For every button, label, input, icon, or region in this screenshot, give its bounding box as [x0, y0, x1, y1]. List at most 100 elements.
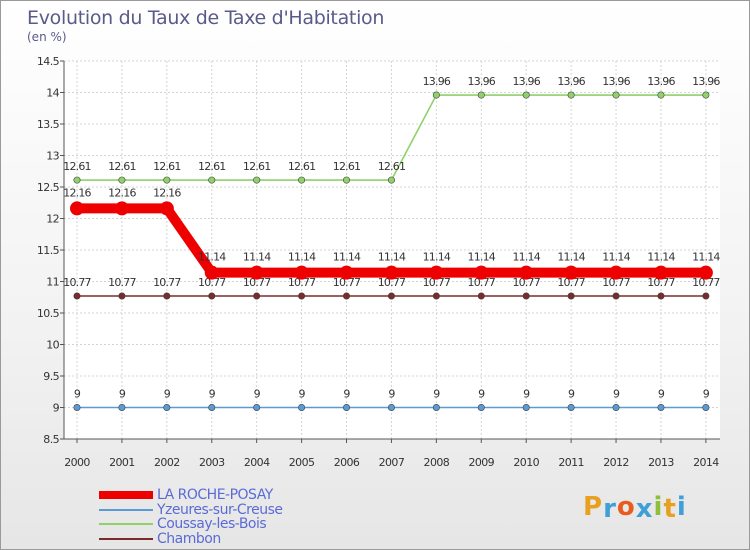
logo-letter: o — [616, 492, 636, 522]
data-point-coussay-les-bois — [163, 176, 171, 184]
data-label-coussay-les-bois: 12.61 — [378, 160, 406, 173]
data-label-chambon: 10.77 — [692, 276, 720, 289]
data-label-la-roche-posay: 11.14 — [333, 251, 361, 264]
data-point-chambon — [387, 292, 395, 300]
data-point-yzeures-sur-creuse — [343, 403, 351, 411]
data-point-chambon — [73, 292, 81, 300]
data-label-chambon: 10.77 — [512, 276, 540, 289]
data-point-coussay-les-bois — [522, 91, 530, 99]
data-label-la-roche-posay: 11.14 — [288, 251, 316, 264]
y-tick-label: 13.5 — [37, 118, 60, 131]
y-tick-label: 10.5 — [37, 307, 60, 320]
data-point-yzeures-sur-creuse — [702, 403, 710, 411]
data-point-la-roche-posay — [698, 265, 713, 280]
data-point-coussay-les-bois — [73, 176, 81, 184]
data-point-yzeures-sur-creuse — [567, 403, 575, 411]
logo-letter: x — [635, 494, 654, 524]
x-tick-label: 2010 — [513, 456, 539, 469]
y-tick-label: 11 — [46, 276, 59, 289]
data-point-chambon — [253, 292, 261, 300]
data-point-la-roche-posay — [564, 265, 579, 280]
y-tick-label: 14 — [46, 87, 59, 100]
data-point-la-roche-posay — [474, 265, 489, 280]
data-label-coussay-les-bois: 12.61 — [243, 160, 271, 173]
x-tick-label: 2008 — [424, 456, 450, 469]
data-point-coussay-les-bois — [702, 91, 710, 99]
legend-swatch-la-roche-posay — [99, 491, 153, 499]
chart-title: Evolution du Taux de Taxe d'Habitation — [27, 7, 385, 29]
data-point-la-roche-posay — [653, 265, 668, 280]
legend-label: Coussay-les-Bois — [157, 516, 267, 532]
data-label-la-roche-posay: 11.14 — [198, 251, 226, 264]
legend-item-chambon: Chambon — [99, 531, 221, 547]
data-label-yzeures-sur-creuse: 9 — [658, 388, 665, 401]
data-point-chambon — [432, 292, 440, 300]
data-point-la-roche-posay — [249, 265, 264, 280]
x-tick-label: 2011 — [558, 456, 584, 469]
data-label-coussay-les-bois: 12.61 — [108, 160, 136, 173]
x-tick-label: 2003 — [199, 456, 225, 469]
data-point-la-roche-posay — [204, 265, 219, 280]
data-point-chambon — [343, 292, 351, 300]
legend-label: Yzeures-sur-Creuse — [157, 502, 283, 518]
legend-label: LA ROCHE-POSAY — [157, 487, 273, 503]
y-tick-label: 13 — [46, 150, 59, 163]
data-point-yzeures-sur-creuse — [163, 403, 171, 411]
data-label-yzeures-sur-creuse: 9 — [209, 388, 216, 401]
data-label-la-roche-posay: 11.14 — [512, 251, 540, 264]
legend-swatch-yzeures-sur-creuse — [99, 509, 153, 511]
data-point-yzeures-sur-creuse — [657, 403, 665, 411]
data-point-yzeures-sur-creuse — [73, 403, 81, 411]
data-point-coussay-les-bois — [253, 176, 261, 184]
data-label-yzeures-sur-creuse: 9 — [433, 388, 440, 401]
data-label-coussay-les-bois: 12.61 — [63, 160, 91, 173]
data-label-coussay-les-bois: 13.96 — [557, 75, 585, 88]
x-tick-label: 2006 — [334, 456, 360, 469]
data-point-la-roche-posay — [70, 201, 84, 216]
y-tick-label: 12 — [46, 213, 59, 226]
data-label-chambon: 10.77 — [198, 276, 226, 289]
data-label-la-roche-posay: 11.14 — [647, 251, 675, 264]
data-label-chambon: 10.77 — [378, 276, 406, 289]
x-tick-label: 2005 — [289, 456, 315, 469]
data-point-yzeures-sur-creuse — [298, 403, 306, 411]
data-point-coussay-les-bois — [343, 176, 351, 184]
legend-swatch-chambon — [99, 538, 153, 540]
data-label-coussay-les-bois: 12.61 — [198, 160, 226, 173]
data-point-chambon — [702, 292, 710, 300]
data-point-yzeures-sur-creuse — [522, 403, 530, 411]
x-tick-label: 2002 — [154, 456, 180, 469]
y-tick-label: 10 — [46, 339, 59, 352]
data-label-yzeures-sur-creuse: 9 — [703, 388, 710, 401]
logo-letter: i — [653, 492, 664, 522]
data-label-yzeures-sur-creuse: 9 — [478, 388, 485, 401]
data-label-coussay-les-bois: 13.96 — [468, 75, 496, 88]
data-label-yzeures-sur-creuse: 9 — [523, 388, 530, 401]
y-tick-label: 8.5 — [43, 433, 59, 446]
y-tick-label: 14.5 — [37, 55, 60, 68]
chart-unit-label: (en %) — [27, 30, 67, 44]
x-tick-label: 2012 — [603, 456, 629, 469]
data-point-chambon — [118, 292, 126, 300]
data-label-la-roche-posay: 11.14 — [557, 251, 585, 264]
legend-label: Chambon — [157, 531, 221, 547]
data-point-chambon — [567, 292, 575, 300]
data-point-chambon — [612, 292, 620, 300]
data-point-chambon — [657, 292, 665, 300]
data-label-chambon: 10.77 — [243, 276, 271, 289]
logo-letter: r — [603, 494, 617, 524]
data-label-la-roche-posay: 12.16 — [63, 186, 91, 199]
data-label-la-roche-posay: 11.14 — [692, 251, 720, 264]
data-point-coussay-les-bois — [208, 176, 216, 184]
data-label-coussay-les-bois: 13.96 — [512, 75, 540, 88]
logo-letter: P — [583, 492, 604, 522]
data-label-coussay-les-bois: 13.96 — [692, 75, 720, 88]
data-label-chambon: 10.77 — [468, 276, 496, 289]
data-label-chambon: 10.77 — [647, 276, 675, 289]
data-point-la-roche-posay — [384, 265, 399, 280]
x-tick-label: 2000 — [64, 456, 90, 469]
data-point-coussay-les-bois — [612, 91, 620, 99]
data-point-la-roche-posay — [114, 201, 129, 216]
data-label-yzeures-sur-creuse: 9 — [388, 388, 395, 401]
